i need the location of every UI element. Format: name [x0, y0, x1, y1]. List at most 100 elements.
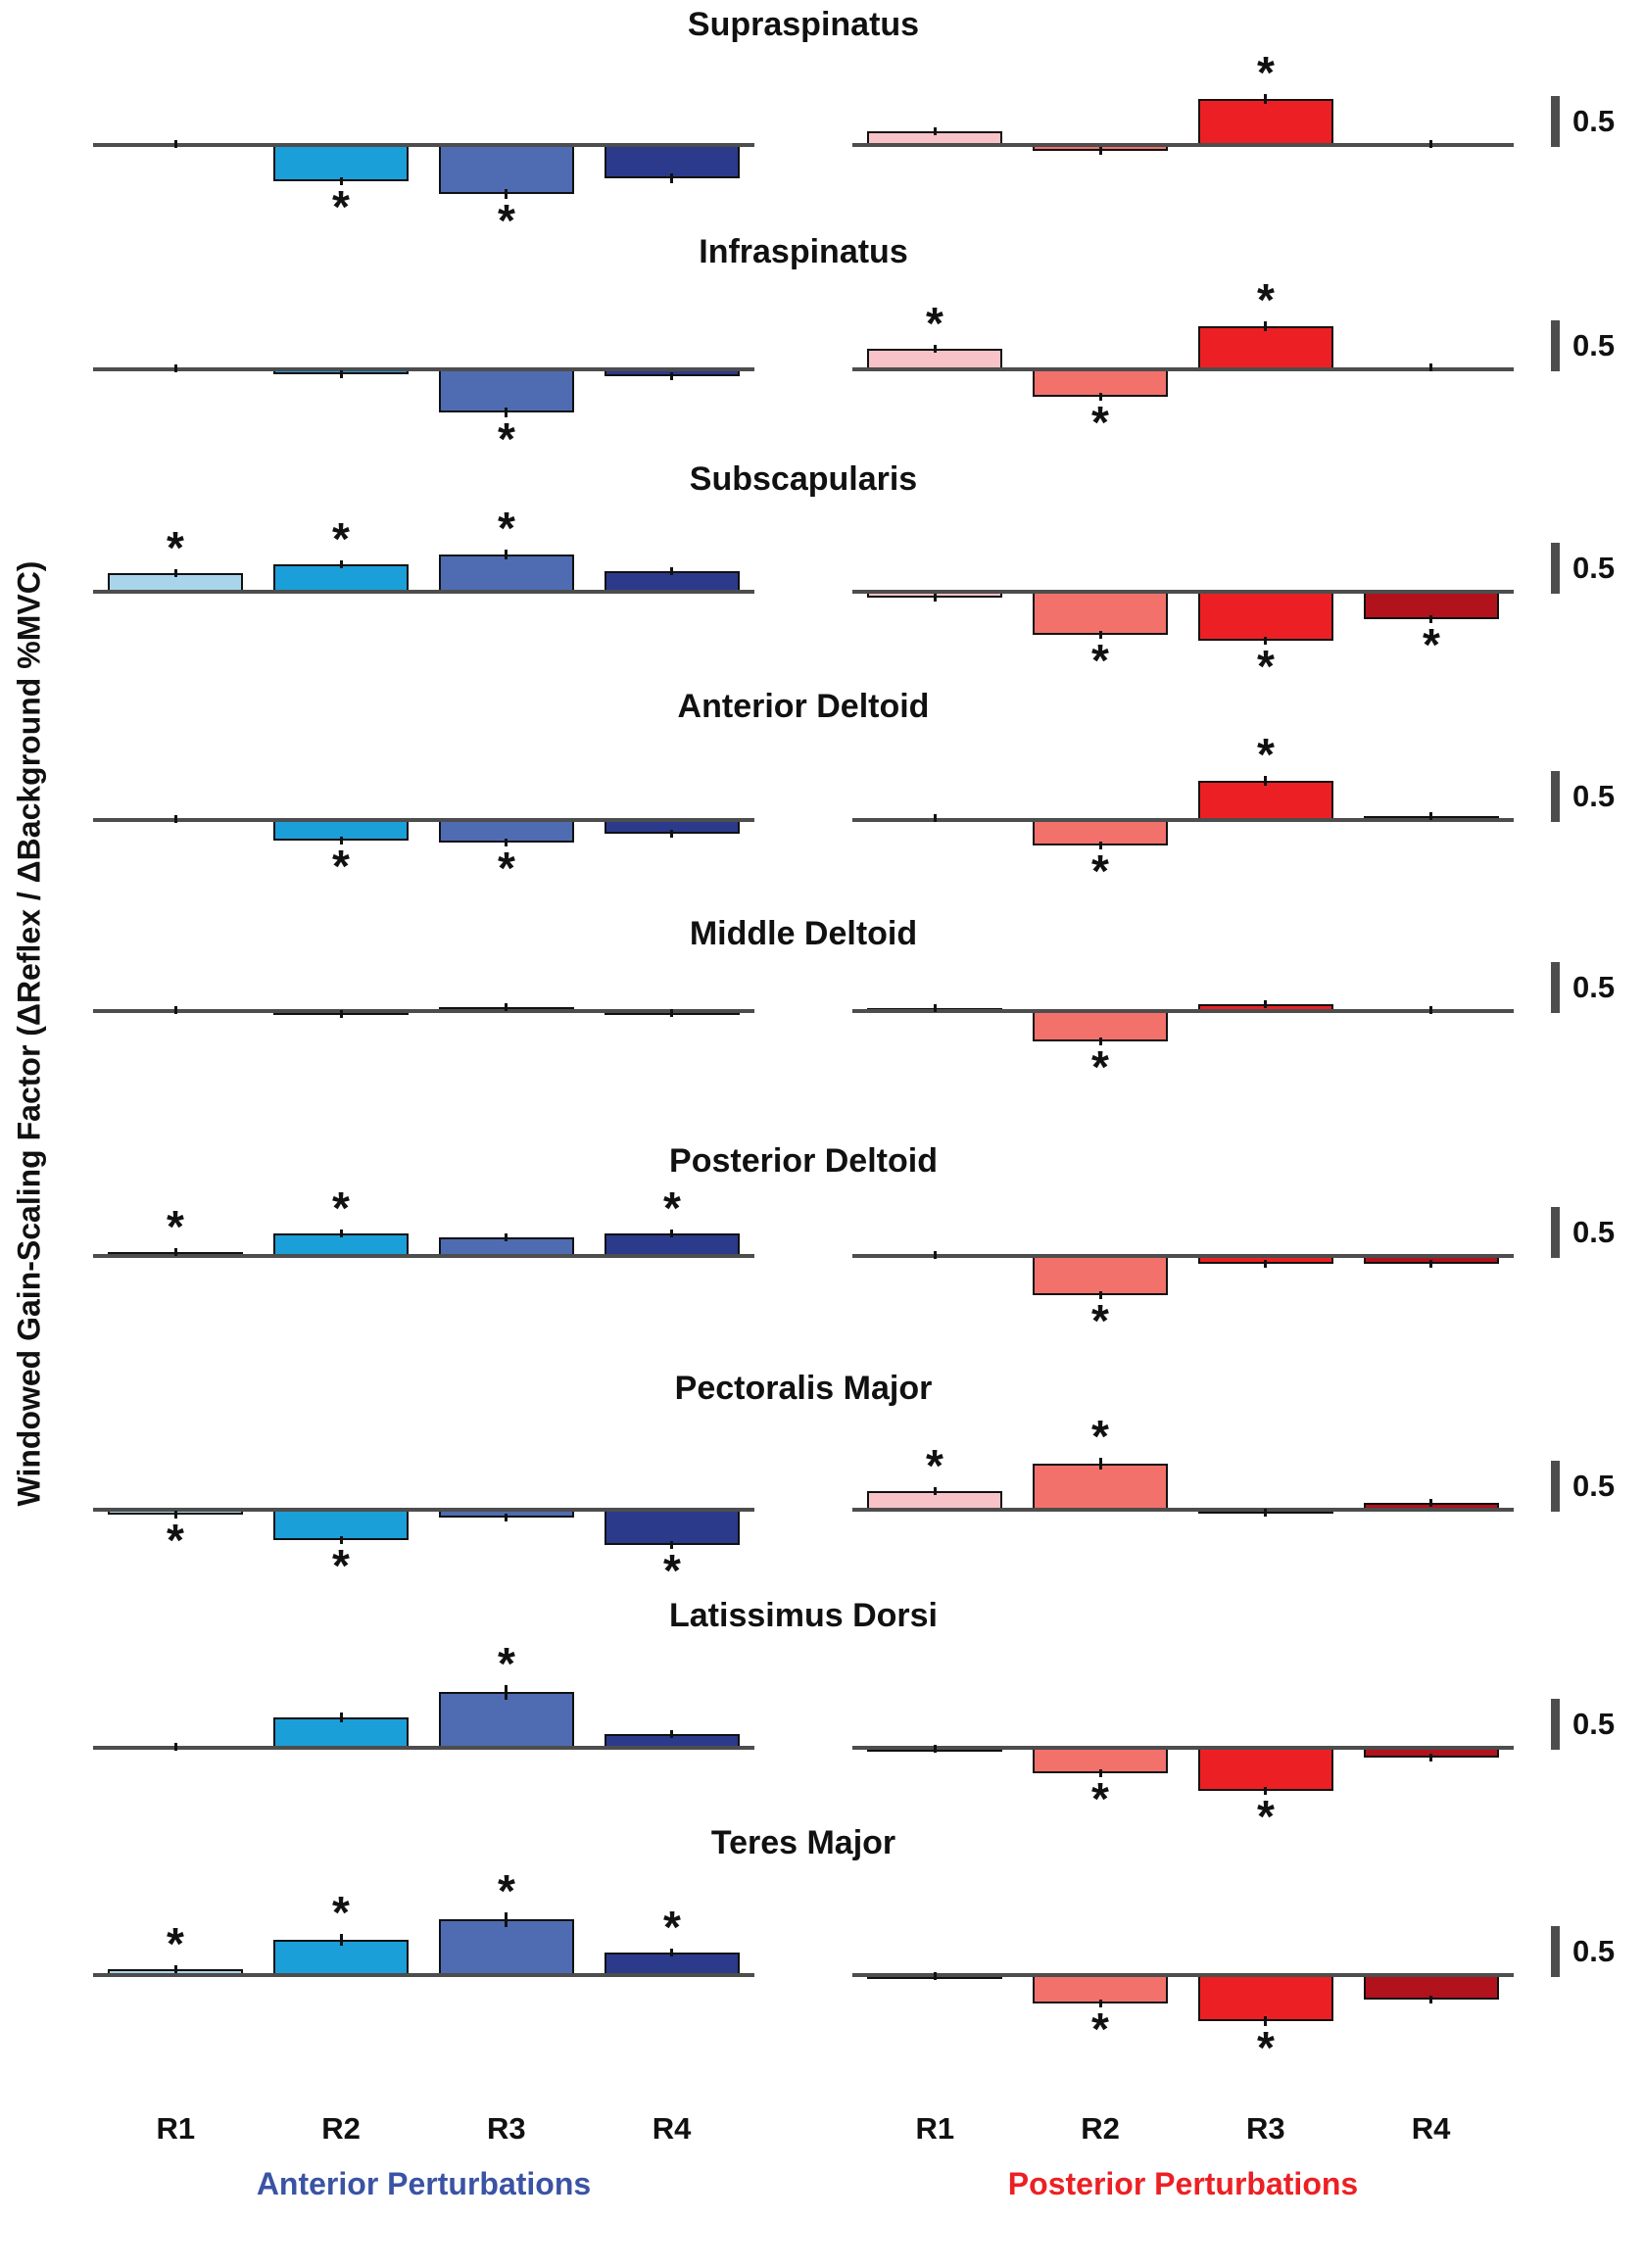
error-bar	[934, 1251, 937, 1259]
error-bar	[670, 1541, 673, 1549]
error-bar	[340, 560, 343, 568]
posterior-panel: * *	[852, 1640, 1514, 1839]
error-bar	[1099, 1037, 1102, 1045]
error-bar	[174, 364, 177, 372]
scale-bar-label: 0.5	[1572, 1215, 1616, 1249]
error-bar	[340, 1934, 343, 1946]
significance-asterisk: *	[498, 1865, 515, 1916]
scale-bar	[1551, 320, 1560, 371]
plot-area: * * * * 0.5	[0, 1185, 1644, 1370]
posterior-panel: * *	[852, 1413, 1514, 1597]
zero-baseline	[93, 590, 754, 594]
posterior-bar-R2	[1033, 592, 1168, 635]
anterior-panel: * * *	[93, 504, 754, 688]
scale-bar-label: 0.5	[1572, 1934, 1616, 1968]
posterior-bar-R2	[1033, 1256, 1168, 1295]
muscle-title: Teres Major	[710, 1824, 896, 1861]
plot-area: * * * * 0.5	[0, 731, 1644, 915]
error-bar	[340, 1713, 343, 1722]
error-bar	[1264, 1000, 1267, 1008]
posterior-panel: *	[852, 1185, 1514, 1370]
error-bar	[1099, 842, 1102, 849]
anterior-bar-R3	[439, 555, 574, 592]
anterior-bar-R2	[273, 145, 409, 181]
error-bar	[174, 815, 177, 823]
significance-asterisk: *	[1091, 397, 1109, 448]
error-bar	[934, 1745, 937, 1753]
muscle-title: Pectoralis Major	[674, 1370, 933, 1407]
error-bar	[1264, 94, 1267, 104]
significance-asterisk: *	[332, 181, 350, 232]
plot-area: * * * * 0.5	[0, 276, 1644, 464]
muscle-title: Latissimus Dorsi	[669, 1597, 938, 1634]
error-bar	[174, 140, 177, 148]
muscle-row: Pectoralis Major * * * * * 0.5	[0, 1370, 1644, 1597]
error-bar	[174, 569, 177, 577]
zero-baseline	[852, 1009, 1514, 1013]
significance-asterisk: *	[1423, 619, 1440, 670]
zero-baseline	[93, 1973, 754, 1977]
error-bar	[1264, 1509, 1267, 1517]
muscle-row: Infraspinatus * * * * 0.5	[0, 233, 1644, 464]
anterior-bar-R3	[439, 369, 574, 412]
x-tick-label: R1	[156, 2111, 196, 2146]
error-bar	[1099, 393, 1102, 401]
zero-baseline	[93, 143, 754, 147]
anterior-panel: * * * *	[93, 1867, 754, 2051]
zero-baseline	[852, 367, 1514, 371]
plot-area: * * * * * * 0.5	[0, 504, 1644, 689]
x-tick-label: R3	[1246, 2111, 1285, 2146]
scale-bar-label: 0.5	[1572, 779, 1616, 813]
scale-bar	[1551, 1207, 1560, 1258]
significance-asterisk: *	[926, 1440, 943, 1491]
muscle-title: Posterior Deltoid	[669, 1142, 938, 1180]
posterior-panel: *	[852, 49, 1514, 233]
muscle-row: Latissimus Dorsi * * * 0.5	[0, 1597, 1644, 1839]
anterior-panel: * * *	[93, 1185, 754, 1370]
muscle-row: Posterior Deltoid * * * * 0.5	[0, 1142, 1644, 1370]
scale-bar	[1551, 962, 1560, 1013]
error-bar	[340, 1230, 343, 1237]
muscle-row: Teres Major * * * * * * 0.5	[0, 1824, 1644, 2070]
x-tick-label: R3	[487, 2111, 526, 2146]
anterior-panel: * *	[93, 731, 754, 915]
zero-baseline	[852, 1254, 1514, 1258]
significance-asterisk: *	[1257, 1791, 1275, 1842]
significance-asterisk: *	[663, 1182, 681, 1233]
error-bar	[1099, 1458, 1102, 1470]
error-bar	[934, 1487, 937, 1495]
posterior-bar-R3	[1198, 592, 1333, 641]
posterior-panel: * * *	[852, 276, 1514, 460]
error-bar	[934, 345, 937, 353]
error-bar	[174, 1965, 177, 1973]
scale-bar	[1551, 1926, 1560, 1977]
error-bar	[670, 1230, 673, 1237]
posterior-bar-R2	[1033, 1464, 1168, 1510]
error-bar	[1099, 1769, 1102, 1777]
posterior-panel: *	[852, 958, 1514, 1142]
scale-bar	[1551, 96, 1560, 147]
significance-asterisk: *	[1091, 845, 1109, 896]
error-bar	[174, 1511, 177, 1519]
zero-baseline	[93, 1746, 754, 1750]
error-bar	[1264, 637, 1267, 645]
error-bar	[505, 839, 508, 846]
significance-asterisk: *	[926, 298, 943, 349]
posterior-bar-R3	[1198, 1748, 1333, 1791]
error-bar	[670, 372, 673, 380]
error-bar	[1099, 1291, 1102, 1299]
significance-asterisk: *	[498, 413, 515, 464]
error-bar	[505, 1912, 508, 1927]
posterior-panel: * *	[852, 1867, 1514, 2070]
significance-asterisk: *	[167, 522, 184, 573]
scale-bar-label: 0.5	[1572, 1707, 1616, 1741]
significance-asterisk: *	[663, 1902, 681, 1953]
anterior-panel: *	[93, 1640, 754, 1824]
muscle-title: Supraspinatus	[687, 6, 920, 43]
anterior-axis-title: Anterior Perturbations	[256, 2166, 592, 2201]
posterior-bar-R3	[1198, 326, 1333, 369]
error-bar	[174, 1743, 177, 1751]
error-bar	[505, 189, 508, 199]
zero-baseline	[93, 1508, 754, 1512]
error-bar	[934, 594, 937, 602]
